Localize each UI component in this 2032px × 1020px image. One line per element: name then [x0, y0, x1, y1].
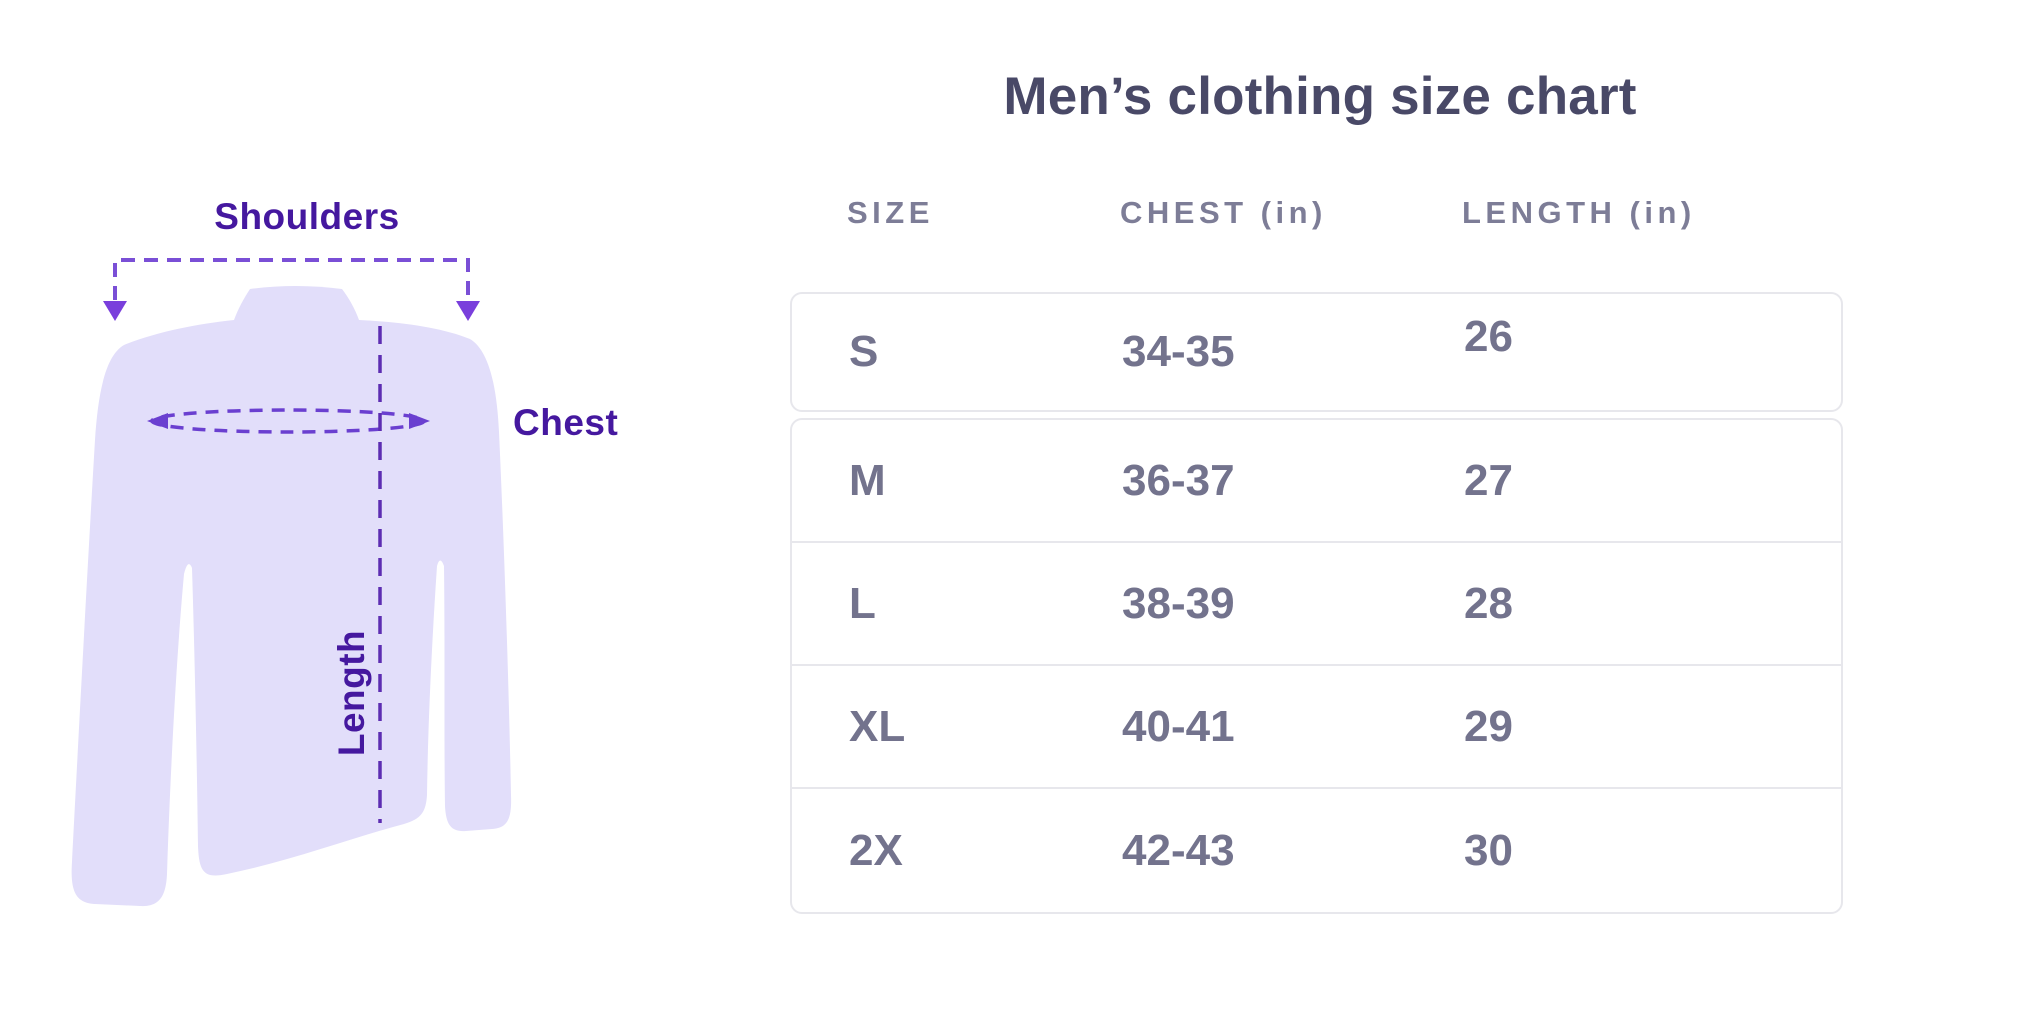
chest-cell: 38-39 — [1122, 578, 1235, 628]
length-cell: 27 — [1464, 455, 1513, 505]
size-cell: 2X — [849, 825, 903, 875]
table-row: M 36-37 27 — [792, 420, 1841, 543]
shoulders-arrow-right — [456, 301, 480, 321]
size-cell: L — [849, 578, 876, 628]
table-box-other-rows: M 36-37 27 L 38-39 28 XL 40-41 29 2X 42-43 30 — [790, 418, 1843, 914]
table-row: XL 40-41 29 — [792, 666, 1841, 789]
table-header-row: SIZE CHEST (in) LENGTH (in) — [790, 192, 1843, 234]
table-row: S 34-35 26 — [792, 294, 1841, 410]
column-header-chest: CHEST (in) — [1120, 195, 1327, 230]
size-cell: M — [849, 455, 886, 505]
shoulders-bracket-dashed-line — [113, 258, 470, 300]
table-row: 2X 42-43 30 — [792, 789, 1841, 912]
shirt-body — [71, 320, 512, 907]
shoulders-label: Shoulders — [214, 196, 400, 237]
page-title: Men’s clothing size chart — [1003, 67, 1637, 126]
shoulders-arrow-left — [103, 301, 127, 321]
length-cell: 30 — [1464, 825, 1513, 875]
length-cell: 28 — [1464, 578, 1513, 628]
shirt-collar — [234, 286, 359, 326]
table-box-first-row: S 34-35 26 — [790, 292, 1843, 412]
chest-cell: 42-43 — [1122, 825, 1235, 875]
chest-cell: 36-37 — [1122, 455, 1235, 505]
length-cell: 26 — [1464, 312, 1513, 361]
column-header-length: LENGTH (in) — [1462, 195, 1696, 230]
size-cell: S — [849, 327, 879, 376]
table-row: L 38-39 28 — [792, 543, 1841, 666]
column-header-size: SIZE — [847, 195, 934, 230]
chest-arrow-left — [147, 413, 168, 429]
length-label: Length — [331, 629, 372, 757]
chest-cell: 34-35 — [1122, 327, 1235, 376]
chest-cell: 40-41 — [1122, 701, 1235, 751]
chest-label: Chest — [513, 402, 619, 443]
size-cell: XL — [849, 701, 906, 751]
length-cell: 29 — [1464, 701, 1513, 751]
chest-arrow-right — [409, 413, 430, 429]
shirt-illustration — [71, 258, 512, 907]
